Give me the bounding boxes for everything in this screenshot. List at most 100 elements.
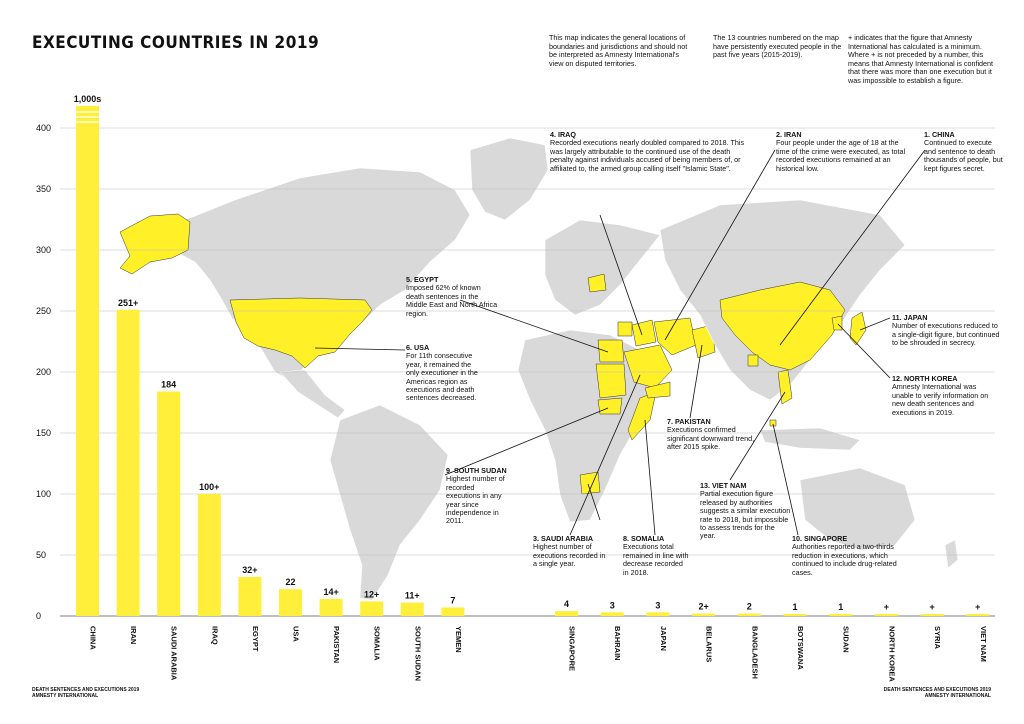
bar-value-label: 2+	[698, 602, 708, 612]
map-greenland	[470, 138, 548, 220]
annotation-singapore: 10. SINGAPORE Authorities reported a two…	[792, 535, 900, 577]
category-labels: CHINA IRAN SAUDI ARABIA IRAQ EGYPT USA PAKISTA…	[89, 626, 988, 682]
category-label: BELARUS	[705, 626, 714, 662]
y-tick-label: 100	[36, 489, 51, 499]
map-iraq	[632, 320, 656, 346]
bar-egypt	[238, 577, 261, 616]
annotation-somalia: 8. SOMALIA Executions total remained in …	[623, 535, 689, 577]
bar-viet-nam	[966, 614, 989, 616]
annotation-south-sudan: 9. SOUTH SUDAN Highest number of recorde…	[446, 467, 508, 526]
bar-pakistan	[320, 599, 343, 616]
annotation-text: Recorded executions nearly doubled compa…	[550, 138, 744, 172]
annotation-egypt: 5. EGYPT Imposed 62% of known death sent…	[406, 276, 498, 318]
bar-value-label: 12+	[364, 589, 379, 599]
category-label: SOUTH SUDAN	[413, 626, 422, 681]
annotation-china: 1. CHINA Continued to execute and senten…	[924, 131, 1004, 173]
footer-organisation: AMNESTY INTERNATIONAL	[884, 693, 991, 699]
map-south-america	[330, 405, 448, 600]
category-label: YEMEN	[454, 626, 463, 653]
bar-value-label: 11+	[405, 591, 420, 601]
bar-singapore	[555, 611, 578, 616]
y-tick-label: 150	[36, 428, 51, 438]
category-label: SAUDI ARABIA	[170, 626, 179, 681]
leader-somalia	[645, 420, 655, 535]
annotation-pakistan: 7. PAKISTAN Executions confirmed signifi…	[667, 418, 759, 452]
y-tick-label: 400	[36, 123, 51, 133]
annotation-saudi-arabia: 3. SAUDI ARABIA Highest number of execut…	[533, 535, 611, 569]
annotation-text: For 11th consecutive year, it remained t…	[406, 351, 478, 402]
category-label: USA	[292, 626, 301, 642]
bar-value-label: 2	[747, 602, 752, 612]
map-sudan	[596, 364, 626, 398]
bar-value-label: 7	[450, 595, 455, 605]
category-label: BANGLADESH	[750, 626, 759, 679]
annotation-iraq: 4. IRAQ Recorded executions nearly doubl…	[550, 131, 750, 173]
annotation-north-korea: 12. NORTH KOREA Amnesty International wa…	[892, 375, 992, 417]
y-tick-label: 0	[36, 611, 41, 621]
category-label: SOMALIA	[373, 626, 382, 661]
bar-iraq	[198, 494, 221, 616]
bar-value-label: +	[975, 602, 980, 612]
category-label: IRAN	[129, 626, 138, 644]
bar-value-label: 1	[792, 602, 797, 612]
annotation-text: Partial execution figure released by aut…	[700, 489, 790, 540]
world-map	[120, 138, 958, 600]
annotation-text: Continued to execute and sentence to dea…	[924, 138, 1003, 172]
footer-left: DEATH SENTENCES AND EXECUTIONS 2019 AMNE…	[32, 687, 139, 699]
bar-china	[76, 128, 99, 616]
annotation-text: Executions confirmed significant downwar…	[667, 425, 754, 451]
bar-value-label: 22	[285, 577, 295, 587]
annotation-text: Imposed 62% of known death sentences in …	[406, 283, 497, 317]
bar-value-label: 1	[838, 602, 843, 612]
annotation-iran: 2. IRAN Four people under the age of 18 …	[776, 131, 906, 173]
bar-value-label: 100+	[199, 482, 219, 492]
leader-pakistan	[690, 345, 702, 418]
category-label: SINGAPORE	[568, 626, 577, 671]
category-label: BAHRAIN	[613, 626, 622, 661]
bar-value-label: 1,000s	[74, 94, 102, 104]
map-europe	[545, 220, 660, 315]
annotation-text: Highest number of executions recorded in…	[533, 542, 605, 568]
bar-value-label: 251+	[118, 298, 138, 308]
bar-value-label: 3	[610, 600, 615, 610]
category-label: SYRIA	[933, 626, 942, 650]
bar-syria	[921, 614, 944, 616]
category-label: JAPAN	[659, 626, 668, 651]
category-label: NORTH KOREA	[887, 626, 896, 682]
bar-value-label: +	[929, 602, 934, 612]
y-tick-label: 250	[36, 306, 51, 316]
map-south-sudan	[598, 398, 622, 414]
annotation-text: Authorities reported a two-thirds reduct…	[792, 542, 897, 576]
category-label: SUDAN	[842, 626, 851, 653]
y-tick-label: 200	[36, 367, 51, 377]
infographic-page: EXECUTING COUNTRIES IN 2019 This map ind…	[0, 0, 1024, 724]
map-alaska	[120, 214, 190, 274]
bar-south-sudan	[401, 603, 424, 616]
bar-bangladesh	[738, 614, 761, 616]
map-egypt	[598, 340, 624, 362]
y-axis-ticks: 050100150200250300350400	[36, 123, 51, 621]
footer-organisation: AMNESTY INTERNATIONAL	[32, 693, 139, 699]
bar-value-label: 14+	[323, 587, 338, 597]
bar-value-label: 3	[655, 600, 660, 610]
bar-belarus	[692, 614, 715, 616]
annotation-text: Highest number of recorded executions in…	[446, 474, 505, 525]
category-label: PAKISTAN	[332, 626, 341, 663]
bar-bahrain	[601, 612, 624, 616]
annotation-text: Executions total remained in line with d…	[623, 542, 689, 576]
bar-somalia	[360, 601, 383, 616]
annotation-usa: 6. USA For 11th consecutive year, it rem…	[406, 344, 486, 403]
bar-north-korea	[875, 614, 898, 616]
annotation-text: Number of executions reduced to a single…	[892, 321, 999, 347]
bar-saudi-arabia	[157, 392, 180, 616]
bar-sudan	[829, 614, 852, 616]
executions-chart: 050100150200250300350400 1,000s251+18410…	[0, 0, 1024, 724]
bar-japan	[646, 612, 669, 616]
bar-iran	[117, 310, 140, 616]
annotation-text: Four people under the age of 18 at the t…	[776, 138, 905, 172]
y-tick-label: 50	[36, 550, 46, 560]
map-bangladesh	[748, 355, 758, 366]
annotation-viet-nam: 13. VIET NAM Partial execution figure re…	[700, 482, 792, 541]
annotation-text: Amnesty International was unable to veri…	[892, 382, 988, 416]
category-label: IRAQ	[210, 626, 219, 645]
